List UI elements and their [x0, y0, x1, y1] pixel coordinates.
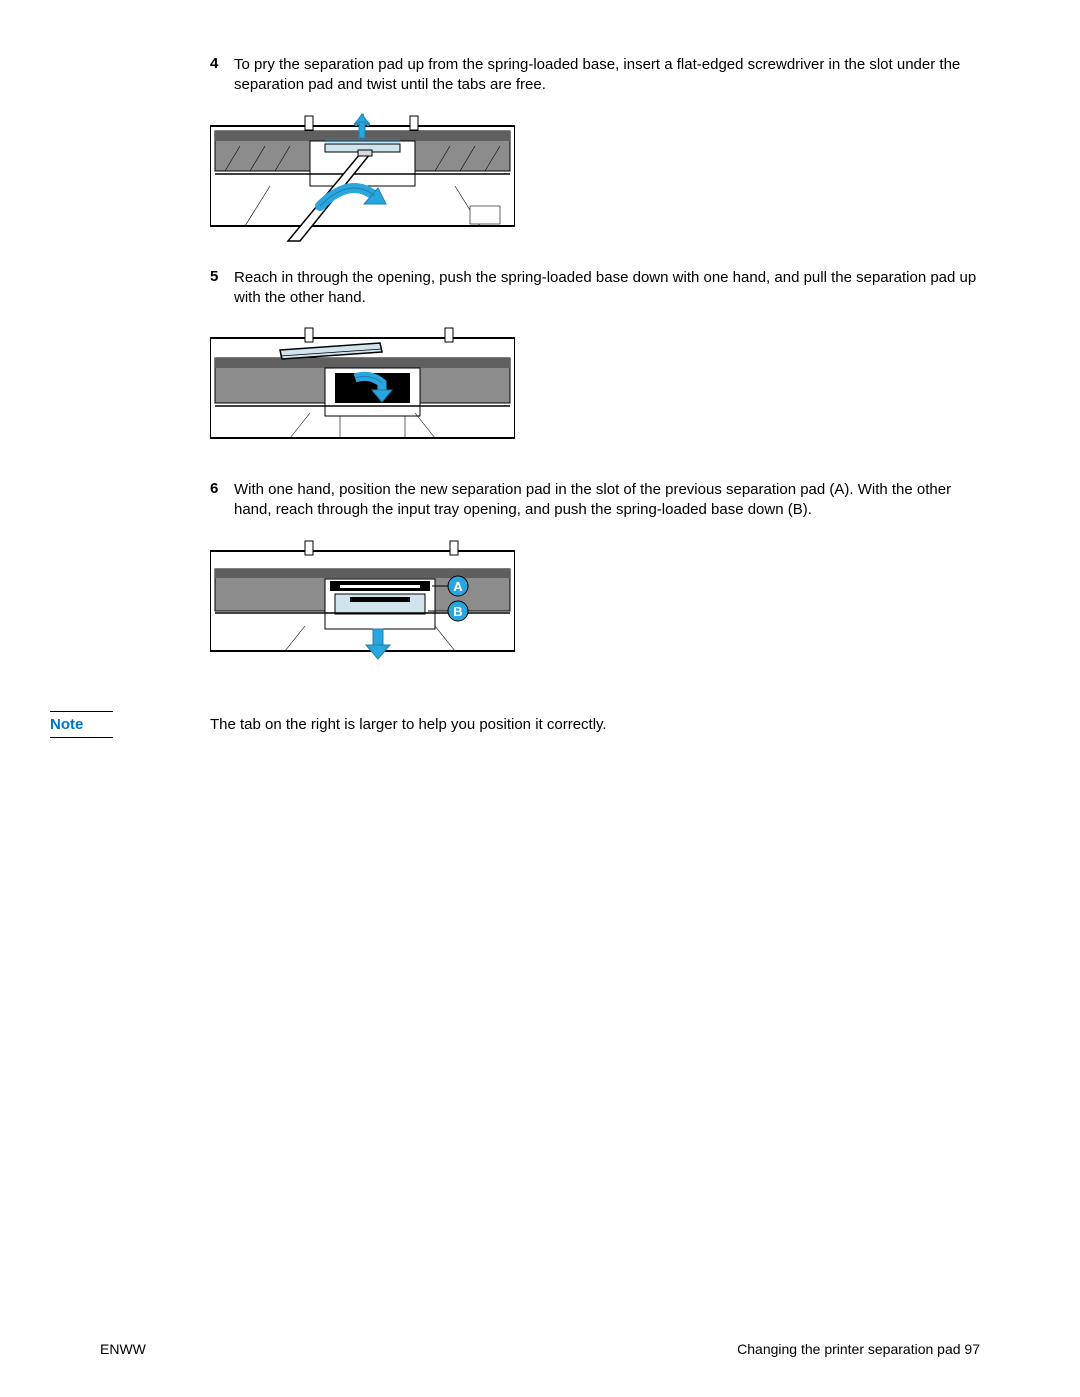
step-number: 6 — [210, 480, 234, 497]
svg-text:B: B — [453, 604, 462, 619]
figure-step-4 — [210, 106, 980, 246]
step-6: 6 With one hand, position the new separa… — [100, 480, 980, 521]
footer-right: Changing the printer separation pad 97 — [737, 1341, 980, 1357]
manual-page: 4 To pry the separation pad up from the … — [0, 0, 1080, 1397]
svg-text:A: A — [453, 579, 463, 594]
footer-left: ENWW — [100, 1341, 146, 1357]
step-number: 5 — [210, 268, 234, 285]
step-text: Reach in through the opening, push the s… — [234, 268, 980, 309]
note-text: The tab on the right is larger to help y… — [210, 711, 607, 738]
note-block: Note The tab on the right is larger to h… — [100, 711, 980, 738]
step-4: 4 To pry the separation pad up from the … — [100, 55, 980, 96]
step-text: With one hand, position the new separati… — [234, 480, 980, 521]
figure-step-6: A B — [210, 531, 980, 681]
step-number: 4 — [210, 55, 234, 72]
step-5: 5 Reach in through the opening, push the… — [100, 268, 980, 309]
page-footer: ENWW Changing the printer separation pad… — [100, 1341, 980, 1357]
note-label: Note — [50, 711, 113, 738]
figure-step-5 — [210, 318, 980, 458]
step-text: To pry the separation pad up from the sp… — [234, 55, 980, 96]
